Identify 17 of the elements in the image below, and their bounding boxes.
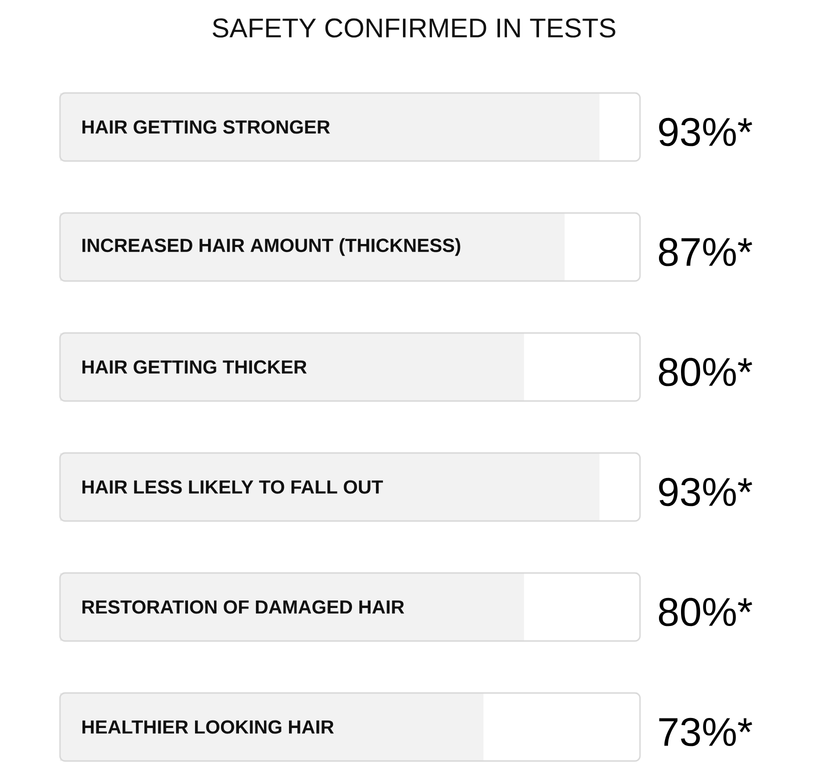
y-tick-label: HAIR GETTING THICKER	[82, 360, 307, 374]
data-label: 93%*	[659, 478, 752, 506]
bar	[60, 333, 524, 402]
y-tick-label: HAIR LESS LIKELY TO FALL OUT	[82, 480, 383, 494]
data-label: 73%*	[659, 718, 752, 746]
y-tick-label: HEALTHIER LOOKING HAIR	[82, 720, 334, 734]
chart-title: SAFETY CONFIRMED IN TESTS	[212, 18, 616, 38]
y-tick-label: RESTORATION OF DAMAGED HAIR	[82, 600, 404, 614]
y-tick-label: INCREASED HAIR AMOUNT (THICKNESS)	[82, 238, 460, 256]
data-label: 93%*	[659, 118, 752, 146]
y-tick-label: HAIR GETTING STRONGER	[82, 120, 330, 134]
data-label: 87%*	[658, 238, 752, 266]
data-label: 80%*	[658, 598, 752, 626]
data-label: 80%*	[658, 358, 752, 386]
bar	[60, 693, 484, 762]
bar	[60, 573, 524, 642]
bar	[60, 213, 565, 282]
